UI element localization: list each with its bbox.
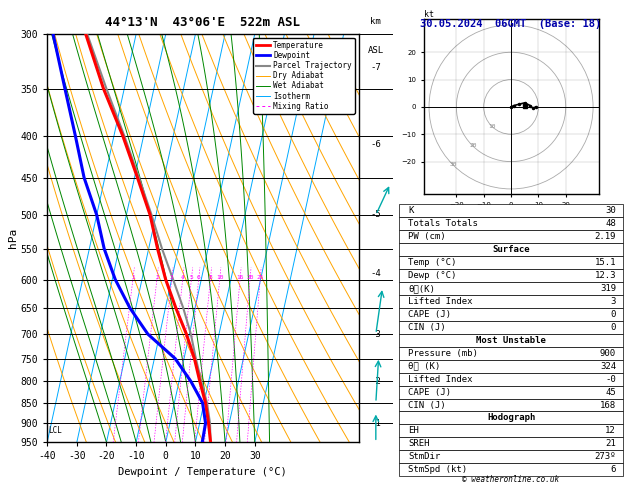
Text: 12: 12 — [605, 426, 616, 435]
Text: -1: -1 — [370, 418, 381, 428]
Bar — [399, 308, 623, 321]
Text: km: km — [370, 17, 381, 26]
Bar — [399, 269, 623, 282]
Text: 5: 5 — [189, 275, 193, 279]
Legend: Temperature, Dewpoint, Parcel Trajectory, Dry Adiabat, Wet Adiabat, Isotherm, Mi: Temperature, Dewpoint, Parcel Trajectory… — [253, 38, 355, 114]
Text: -4: -4 — [370, 269, 381, 278]
Text: CAPE (J): CAPE (J) — [408, 310, 452, 319]
Bar — [399, 412, 623, 424]
Bar — [399, 360, 623, 373]
Text: 6: 6 — [197, 275, 201, 279]
Text: Dewp (°C): Dewp (°C) — [408, 271, 457, 280]
Text: Hodograph: Hodograph — [487, 414, 535, 422]
Text: -0: -0 — [605, 375, 616, 383]
Y-axis label: hPa: hPa — [8, 228, 18, 248]
Text: 45: 45 — [605, 387, 616, 397]
Text: Surface: Surface — [493, 245, 530, 254]
Bar — [399, 334, 623, 347]
Text: 21: 21 — [605, 439, 616, 449]
Text: 30.05.2024  06GMT  (Base: 18): 30.05.2024 06GMT (Base: 18) — [420, 19, 602, 29]
Text: -3: -3 — [370, 330, 381, 339]
Text: SREH: SREH — [408, 439, 430, 449]
Text: 48: 48 — [605, 219, 616, 228]
Text: 6: 6 — [611, 465, 616, 474]
Text: 8: 8 — [208, 275, 212, 279]
Text: 20: 20 — [247, 275, 253, 279]
Text: 0: 0 — [611, 323, 616, 332]
Text: 10: 10 — [216, 275, 223, 279]
Bar — [399, 373, 623, 385]
Text: 4: 4 — [181, 275, 184, 279]
Text: 2: 2 — [155, 275, 159, 279]
Bar — [399, 347, 623, 360]
Bar — [399, 282, 623, 295]
Text: 273º: 273º — [594, 452, 616, 461]
Text: CIN (J): CIN (J) — [408, 400, 446, 410]
Text: CIN (J): CIN (J) — [408, 323, 446, 332]
Bar — [399, 295, 623, 308]
Text: Most Unstable: Most Unstable — [476, 336, 546, 345]
Bar — [399, 451, 623, 463]
Bar — [399, 217, 623, 230]
Text: θᴄ (K): θᴄ (K) — [408, 362, 440, 371]
Text: 25: 25 — [257, 275, 264, 279]
X-axis label: Dewpoint / Temperature (°C): Dewpoint / Temperature (°C) — [118, 467, 287, 477]
Text: 12.3: 12.3 — [594, 271, 616, 280]
Text: 16: 16 — [237, 275, 244, 279]
Text: θᴄ(K): θᴄ(K) — [408, 284, 435, 293]
Text: StmDir: StmDir — [408, 452, 440, 461]
Text: Pressure (mb): Pressure (mb) — [408, 348, 478, 358]
Text: 324: 324 — [600, 362, 616, 371]
Text: 900: 900 — [600, 348, 616, 358]
Bar — [399, 463, 623, 476]
Text: 3: 3 — [611, 297, 616, 306]
Text: PW (cm): PW (cm) — [408, 232, 446, 241]
Text: K: K — [408, 206, 414, 215]
Bar — [399, 204, 623, 217]
Text: Lifted Index: Lifted Index — [408, 375, 473, 383]
Text: -2: -2 — [370, 377, 381, 386]
Text: CAPE (J): CAPE (J) — [408, 387, 452, 397]
Bar — [399, 385, 623, 399]
Text: -7: -7 — [370, 63, 381, 72]
Text: ASL: ASL — [368, 46, 384, 55]
Text: Totals Totals: Totals Totals — [408, 219, 478, 228]
Text: 44°13'N  43°06'E  522m ASL: 44°13'N 43°06'E 522m ASL — [105, 16, 301, 29]
Bar — [399, 321, 623, 334]
Text: kt: kt — [423, 10, 433, 19]
Text: LCL: LCL — [48, 426, 62, 435]
Text: 168: 168 — [600, 400, 616, 410]
Text: 0: 0 — [611, 310, 616, 319]
Text: 30: 30 — [450, 162, 457, 167]
Text: 1: 1 — [131, 275, 135, 279]
Bar — [399, 437, 623, 451]
Text: StmSpd (kt): StmSpd (kt) — [408, 465, 467, 474]
Text: 319: 319 — [600, 284, 616, 293]
Text: 10: 10 — [488, 123, 496, 129]
Text: -6: -6 — [370, 140, 381, 149]
Text: -5: -5 — [370, 210, 381, 220]
Text: 3: 3 — [170, 275, 174, 279]
Bar — [399, 243, 623, 256]
Text: 20: 20 — [469, 143, 477, 148]
Bar — [399, 399, 623, 412]
Bar — [399, 256, 623, 269]
Text: Lifted Index: Lifted Index — [408, 297, 473, 306]
Bar — [399, 424, 623, 437]
Text: Temp (°C): Temp (°C) — [408, 258, 457, 267]
Text: EH: EH — [408, 426, 419, 435]
Text: © weatheronline.co.uk: © weatheronline.co.uk — [462, 474, 560, 484]
Bar — [399, 230, 623, 243]
Text: 15.1: 15.1 — [594, 258, 616, 267]
Text: 30: 30 — [605, 206, 616, 215]
Text: 2.19: 2.19 — [594, 232, 616, 241]
